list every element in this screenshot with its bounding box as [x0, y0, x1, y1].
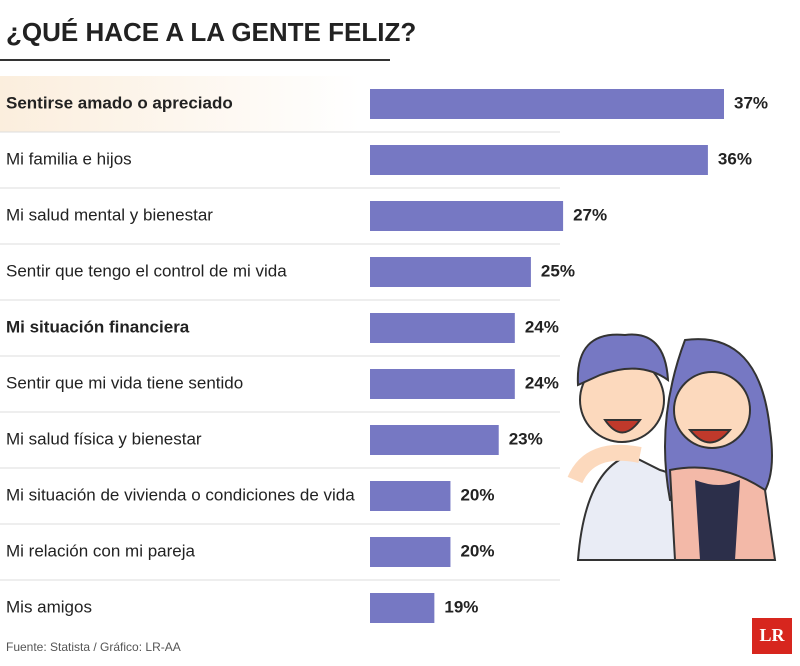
- category-label: Mi situación financiera: [6, 317, 190, 336]
- bar: [370, 369, 515, 399]
- category-label: Mis amigos: [6, 597, 92, 616]
- category-label: Mi situación de vivienda o condiciones d…: [6, 485, 355, 504]
- category-label: Sentirse amado o apreciado: [6, 93, 233, 112]
- category-label: Mi relación con mi pareja: [6, 541, 196, 560]
- category-label: Sentir que mi vida tiene sentido: [6, 373, 243, 392]
- category-label: Mi familia e hijos: [6, 149, 132, 168]
- category-label: Mi salud mental y bienestar: [6, 205, 213, 224]
- bar: [370, 313, 515, 343]
- bar: [370, 257, 531, 287]
- value-label: 19%: [444, 597, 478, 616]
- value-label: 24%: [525, 373, 559, 392]
- row-highlight: [0, 76, 360, 132]
- value-label: 20%: [460, 485, 494, 504]
- value-label: 25%: [541, 261, 575, 280]
- value-label: 36%: [718, 149, 752, 168]
- value-label: 37%: [734, 93, 768, 112]
- bar: [370, 201, 564, 231]
- chart-title: ¿QUÉ HACE A LA GENTE FELIZ?: [6, 17, 416, 47]
- category-label: Sentir que tengo el control de mi vida: [6, 261, 287, 280]
- category-label: Mi salud física y bienestar: [6, 429, 202, 448]
- bar: [370, 481, 451, 511]
- bar: [370, 593, 435, 623]
- logo: LR: [759, 625, 785, 645]
- value-label: 24%: [525, 317, 559, 336]
- logo-box: [752, 618, 792, 654]
- bar: [370, 537, 451, 567]
- bar: [370, 145, 708, 175]
- source: Fuente: Statista / Gráfico: LR-AA: [6, 640, 181, 654]
- bar: [370, 425, 499, 455]
- value-label: 27%: [573, 205, 607, 224]
- illustration: [567, 300, 777, 561]
- value-label: 20%: [460, 541, 494, 560]
- value-label: 23%: [509, 429, 543, 448]
- bar: [370, 89, 724, 119]
